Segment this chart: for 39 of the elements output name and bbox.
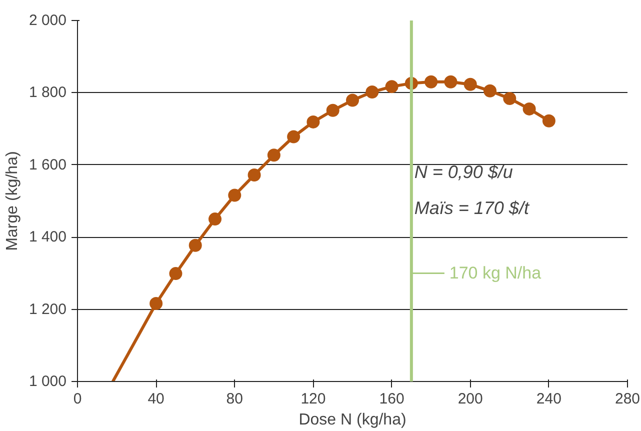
point [326, 104, 340, 117]
x-tick-label: 200 [458, 390, 483, 408]
x-tick-label: 160 [379, 390, 404, 408]
y-tick-label: 1 200 [28, 300, 67, 318]
point [208, 212, 222, 226]
x-tick-label: 240 [536, 390, 562, 408]
x-axis-title: Dose N (kg/ha) [298, 412, 406, 428]
point [287, 130, 300, 144]
point [503, 92, 516, 105]
ref-line-label: 170 kg N/ha [449, 264, 542, 283]
x-tick-label: 120 [300, 390, 326, 408]
annotation: N = 0,90 $/u [414, 162, 513, 182]
point [169, 267, 182, 280]
point [424, 75, 438, 88]
point [248, 168, 261, 182]
y-tick-label: 2 000 [28, 12, 67, 29]
point [306, 115, 320, 128]
x-tick-label: 80 [226, 390, 243, 408]
point [444, 75, 458, 88]
point [188, 238, 202, 252]
point [385, 80, 398, 94]
point [366, 85, 379, 98]
point [464, 78, 477, 91]
point [346, 94, 359, 107]
point [150, 297, 163, 310]
y-tick-label: 1 000 [28, 373, 67, 390]
point [484, 84, 496, 98]
y-axis-title: Marge (kg/ha) [4, 151, 21, 251]
x-tick-label: 280 [614, 390, 640, 408]
x-tick-label: 40 [148, 390, 164, 408]
annotation: Maïs = 170 $/t [414, 198, 530, 218]
y-tick-label: 1 600 [28, 156, 67, 174]
y-tick-label: 1 400 [28, 228, 67, 246]
x-tick-label: 0 [73, 390, 82, 408]
y-tick-label: 1 800 [28, 84, 67, 102]
point [522, 102, 536, 116]
point [267, 148, 280, 162]
point [542, 114, 556, 128]
point [228, 188, 242, 202]
